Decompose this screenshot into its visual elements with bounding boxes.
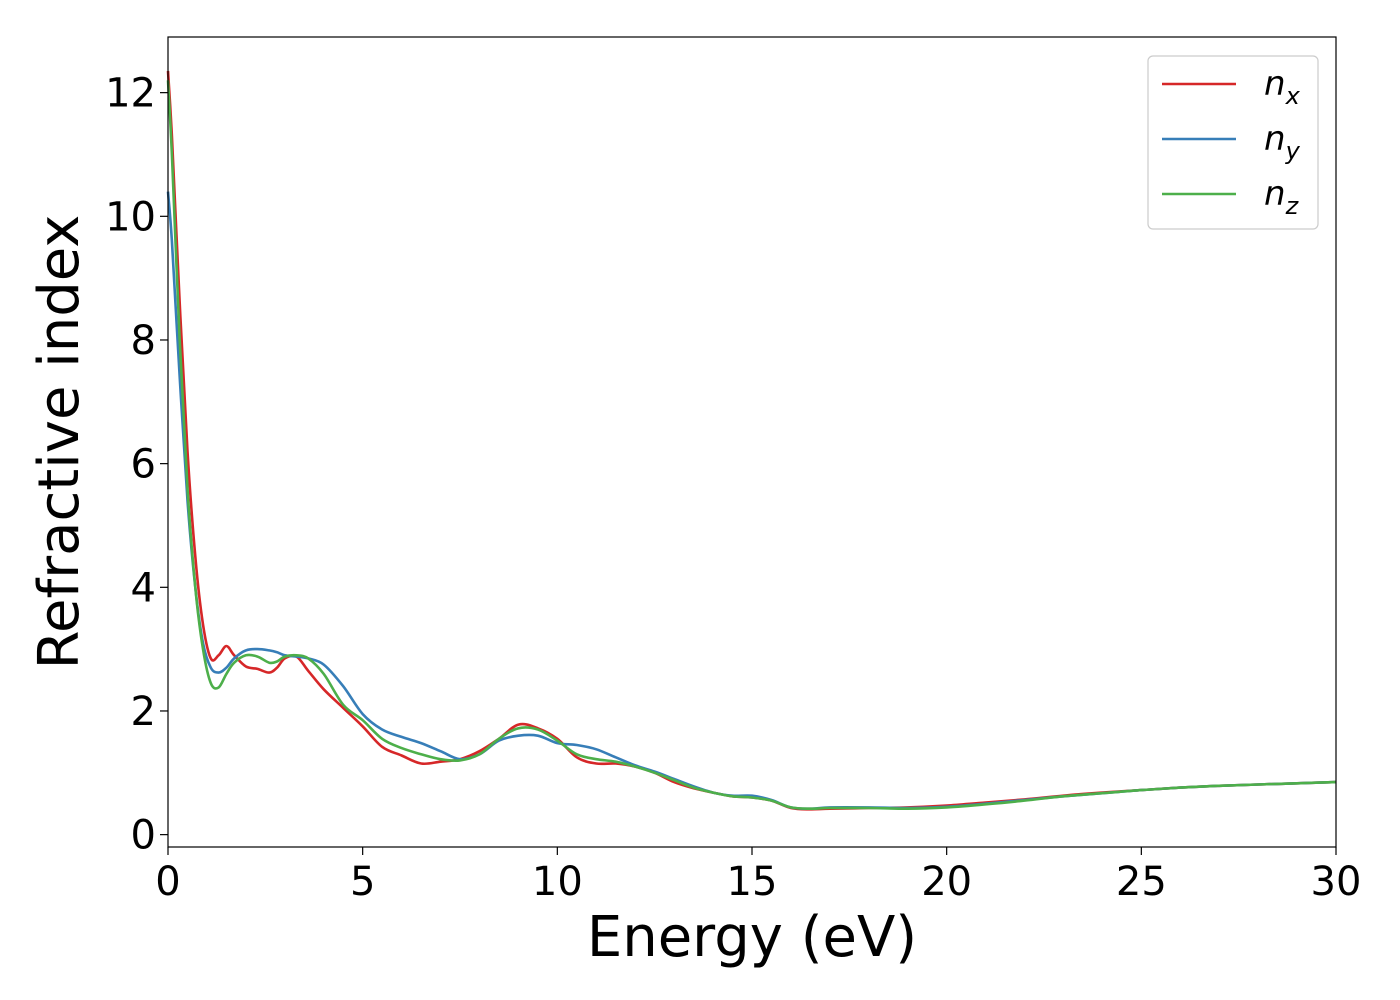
legend: nx ny nz	[1147, 55, 1319, 230]
x-tick-label: 10	[532, 859, 583, 905]
x-axis-ticks: 0 5 10 15 20 25 30	[155, 847, 1361, 905]
legend-label-nx: nx	[1264, 64, 1301, 110]
y-tick-label: 10	[105, 194, 156, 240]
y-tick-label: 2	[131, 689, 156, 735]
y-axis-ticks: 0 2 4 6 8 10 12	[105, 71, 168, 859]
legend-box	[1147, 55, 1319, 230]
legend-label-ny: ny	[1264, 119, 1301, 165]
y-axis-label: Refractive index	[27, 215, 92, 670]
x-tick-label: 0	[155, 859, 180, 905]
y-tick-label: 0	[131, 813, 156, 859]
series-line-nz	[166, 80, 1337, 811]
y-tick-label: 6	[131, 442, 156, 488]
series-line-nx	[166, 70, 1337, 811]
x-tick-label: 20	[921, 859, 972, 905]
y-tick-label: 12	[105, 71, 156, 117]
x-tick-label: 25	[1116, 859, 1167, 905]
y-tick-label: 4	[131, 565, 156, 611]
x-axis-label: Energy (eV)	[587, 905, 917, 970]
x-tick-label: 30	[1311, 859, 1362, 905]
y-tick-label: 8	[131, 318, 156, 364]
series-layer	[166, 70, 1337, 811]
x-tick-label: 15	[727, 859, 778, 905]
x-tick-label: 5	[350, 859, 375, 905]
legend-label-nz: nz	[1264, 174, 1300, 220]
